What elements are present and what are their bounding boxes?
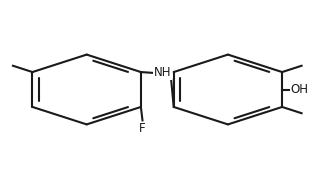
Text: F: F xyxy=(139,122,146,135)
Text: NH: NH xyxy=(154,66,171,79)
Text: OH: OH xyxy=(290,83,308,96)
